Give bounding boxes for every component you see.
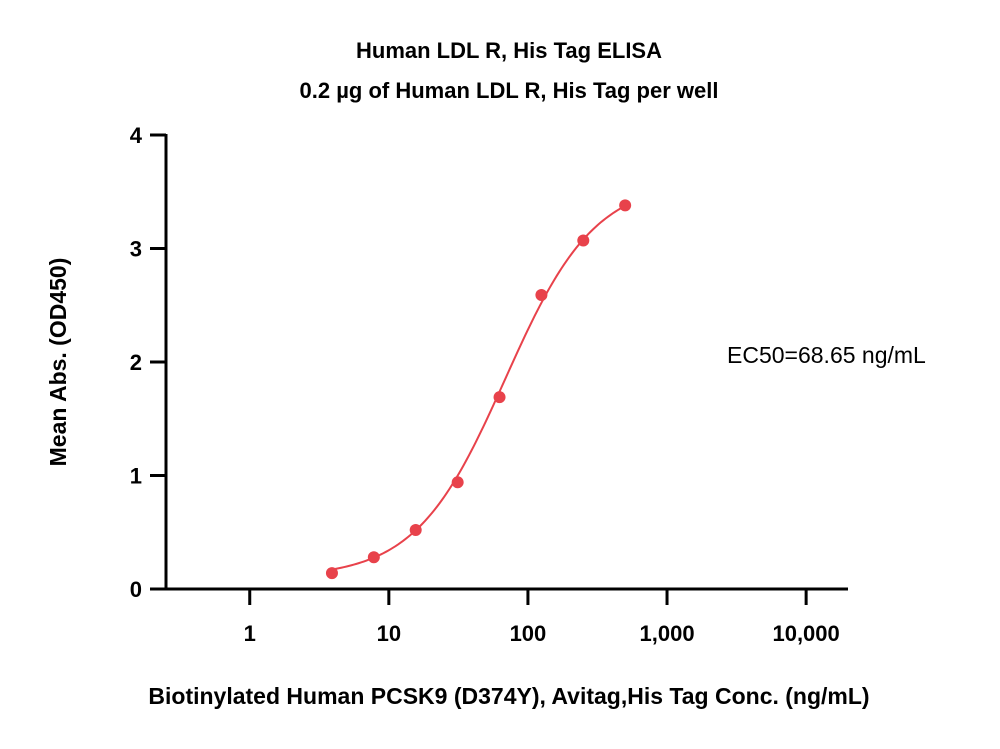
data-point [451,476,464,489]
x-tick-label: 10,000 [772,621,839,646]
x-tick-label: 1,000 [640,621,695,646]
fit-curve [331,205,626,571]
data-point [535,289,548,302]
y-tick-label: 4 [130,123,143,148]
chart-subtitle: 0.2 µg of Human LDL R, His Tag per well [300,78,719,103]
data-point [325,567,338,580]
y-ticks: 0 1 2 3 4 [130,123,166,602]
data-point [367,551,380,564]
y-tick-label: 3 [130,237,142,262]
x-ticks: 1 10 100 1,000 10,000 [244,589,840,646]
y-tick-label: 1 [130,464,142,489]
x-tick-label: 1 [244,621,256,646]
data-point [619,199,632,212]
x-tick-label: 10 [377,621,401,646]
ec50-annotation: EC50=68.65 ng/mL [727,342,926,368]
y-tick-label: 0 [130,577,142,602]
data-points [325,199,632,580]
y-tick-label: 2 [130,350,142,375]
data-point [409,523,422,536]
data-point [493,391,506,404]
x-tick-label: 100 [510,621,547,646]
chart-title: Human LDL R, His Tag ELISA [356,38,662,63]
data-point [577,234,590,247]
x-axis-title: Biotinylated Human PCSK9 (D374Y), Avitag… [148,683,869,709]
y-axis-title: Mean Abs. (OD450) [45,258,71,467]
